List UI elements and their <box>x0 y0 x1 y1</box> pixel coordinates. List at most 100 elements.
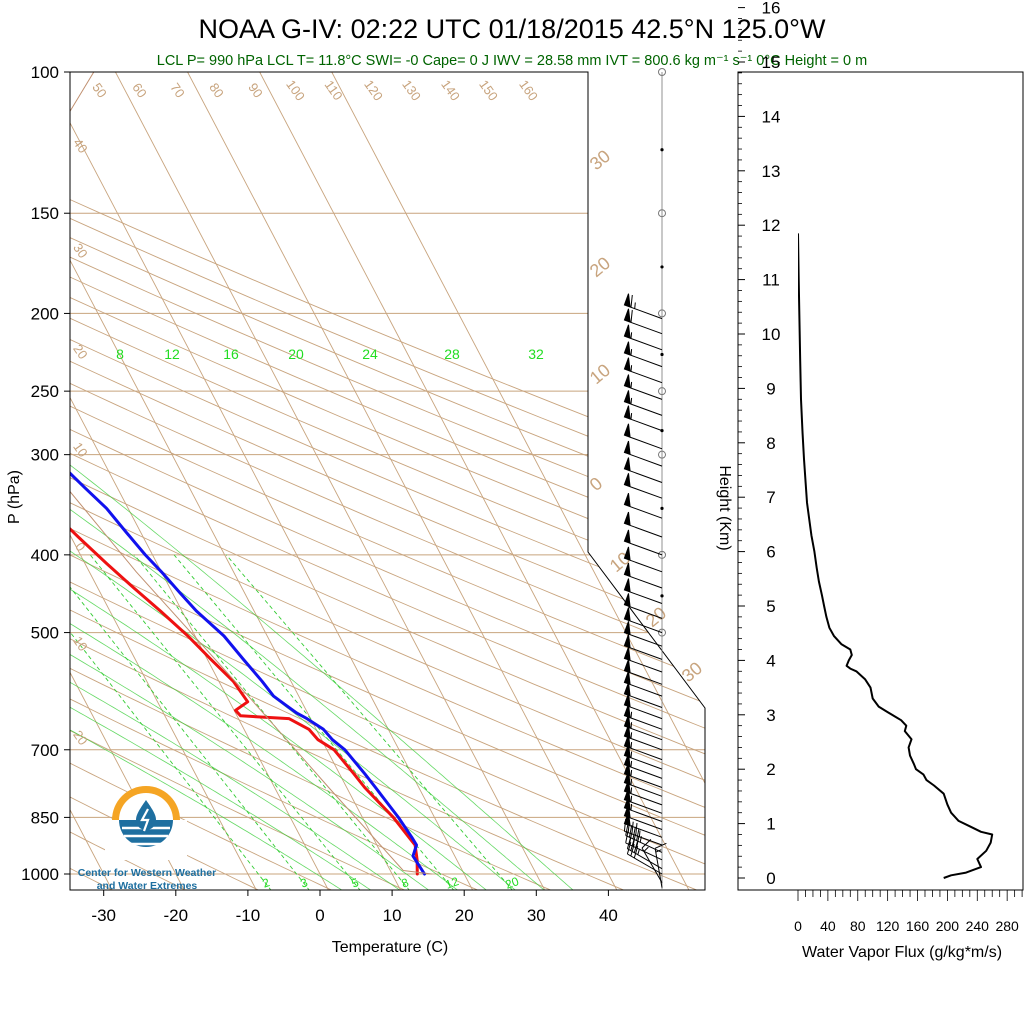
calm-circle-icon <box>658 387 666 396</box>
dry-adiabat-label: 140 <box>438 77 463 103</box>
wind-barb <box>623 405 663 432</box>
wind-barb <box>623 562 663 589</box>
dry-adiabat-line <box>70 72 705 890</box>
y-tick-label: 200 <box>31 304 59 323</box>
cw3e-logo: Center for Western Weather and Water Ext… <box>78 786 216 892</box>
isotherm-label-left: 10 <box>70 633 91 653</box>
dry-adiabat-line <box>70 72 705 890</box>
calm-circle-icon <box>658 68 666 76</box>
isotherm-label-left: 20 <box>70 727 91 747</box>
isotherm-line <box>70 72 258 890</box>
dry-adiabat-label: 80 <box>206 80 227 100</box>
wind-barb <box>623 341 663 368</box>
isotherm-line <box>331 72 705 890</box>
wvf-x-tick-label: 120 <box>876 918 900 934</box>
x-tick-label: 30 <box>527 906 546 925</box>
isotherm-label-left: 40 <box>70 135 91 155</box>
dry-adiabat-label: 150 <box>476 77 501 103</box>
wind-barb <box>623 682 663 708</box>
mixing-ratio-label-bottom: 8 <box>399 875 410 891</box>
wvf-y-tick-label: 3 <box>766 706 775 725</box>
wvf-x-axis-label: Water Vapor Flux (g/kg*m/s) <box>802 944 1002 961</box>
wvf-y-tick-label: 4 <box>766 651 775 670</box>
skew-t-frame <box>69 71 706 891</box>
y-axis-label: P (hPa) <box>6 470 23 524</box>
wind-barb <box>626 836 663 870</box>
wind-barb <box>625 830 663 861</box>
y-tick-label: 300 <box>31 446 59 465</box>
y-tick-label: 850 <box>31 808 59 827</box>
wind-barb <box>623 457 663 483</box>
temperature-profile-line <box>70 311 419 876</box>
wind-barb <box>623 440 663 467</box>
wvf-x-tick-label: 280 <box>995 918 1019 934</box>
dry-adiabat-line <box>70 72 705 890</box>
calm-circle-icon <box>658 309 666 318</box>
wvf-y-tick-label: 5 <box>766 597 775 616</box>
isotherm-label-left: 20 <box>70 341 91 361</box>
isotherm-label-left: 10 <box>70 439 91 459</box>
mixing-ratio-label-top: 32 <box>528 346 544 362</box>
barb-dot-icon <box>660 594 664 598</box>
dry-adiabat-line <box>70 72 705 890</box>
calm-circle-icon <box>658 209 666 218</box>
wvf-y-tick-label: 9 <box>766 379 775 398</box>
wvf-y-tick-label: 12 <box>762 216 781 235</box>
wvf-y-tick-label: 14 <box>762 107 781 126</box>
moist-adiabat-line <box>70 313 373 890</box>
dry-adiabat-line <box>70 72 705 890</box>
x-tick-label: -30 <box>91 906 116 925</box>
isotherm-line <box>70 72 402 890</box>
y-tick-label: 150 <box>31 204 59 223</box>
mixing-ratio-label-bottom: 2 <box>260 875 271 891</box>
wind-barb <box>623 357 663 384</box>
wind-barb <box>623 621 663 647</box>
wvf-y-tick-label: 15 <box>762 53 781 72</box>
background-lines <box>70 72 705 890</box>
dry-adiabat-line <box>70 72 705 890</box>
wvf-y-tick-label: 11 <box>762 271 780 290</box>
wind-barbs <box>623 68 667 890</box>
wind-barb <box>623 593 663 619</box>
dry-adiabat-line <box>70 72 705 890</box>
profiles <box>70 72 433 876</box>
wind-barb <box>623 473 663 499</box>
dry-adiabat-label: 60 <box>129 80 150 100</box>
calm-circle-icon <box>658 450 666 459</box>
isotherm-line <box>115 72 546 890</box>
isotherm-label-left: 0 <box>72 539 88 554</box>
barb-dot-icon <box>660 506 664 510</box>
dry-adiabat-line <box>70 72 705 890</box>
wvf-x-tick-label: 0 <box>794 918 802 934</box>
mixing-ratio-label-top: 20 <box>288 346 304 362</box>
wind-barb <box>641 839 663 883</box>
mixing-ratio-label-top: 16 <box>223 346 239 362</box>
isotherm-label-right: 30 <box>586 146 614 174</box>
skew-t-axes: -30 -20 -10 0 10 20 30 401001502002503004005007… <box>21 63 618 925</box>
dry-adiabat-label: 130 <box>399 77 424 103</box>
isotherm-label-right: 30 <box>678 658 706 686</box>
wvf-profile-line <box>798 233 994 879</box>
dry-adiabat-label: 50 <box>89 80 110 100</box>
wind-barb <box>623 578 663 604</box>
dry-adiabat-line <box>70 72 407 890</box>
wind-barb <box>623 390 663 416</box>
dry-adiabat-line <box>70 72 705 890</box>
chart-title: NOAA G-IV: 02:22 UTC 01/18/2015 42.5°N 1… <box>199 14 826 44</box>
wind-barb <box>623 511 663 538</box>
wvf-y-tick-label: 8 <box>766 434 775 453</box>
wind-barb <box>623 659 663 685</box>
wind-barb <box>625 823 663 853</box>
wvf-y-tick-label: 6 <box>766 543 775 562</box>
y-tick-label: 500 <box>31 624 59 643</box>
isotherm-line <box>70 72 186 890</box>
wvf-y-tick-label: 0 <box>766 869 775 888</box>
isotherm-line <box>259 72 690 890</box>
x-tick-label: -20 <box>164 906 189 925</box>
logo-line-2: and Water Extremes <box>97 880 198 892</box>
barb-dot-icon <box>660 148 664 152</box>
x-tick-label: 0 <box>315 906 324 925</box>
wvf-x-tick-label: 240 <box>966 918 990 934</box>
